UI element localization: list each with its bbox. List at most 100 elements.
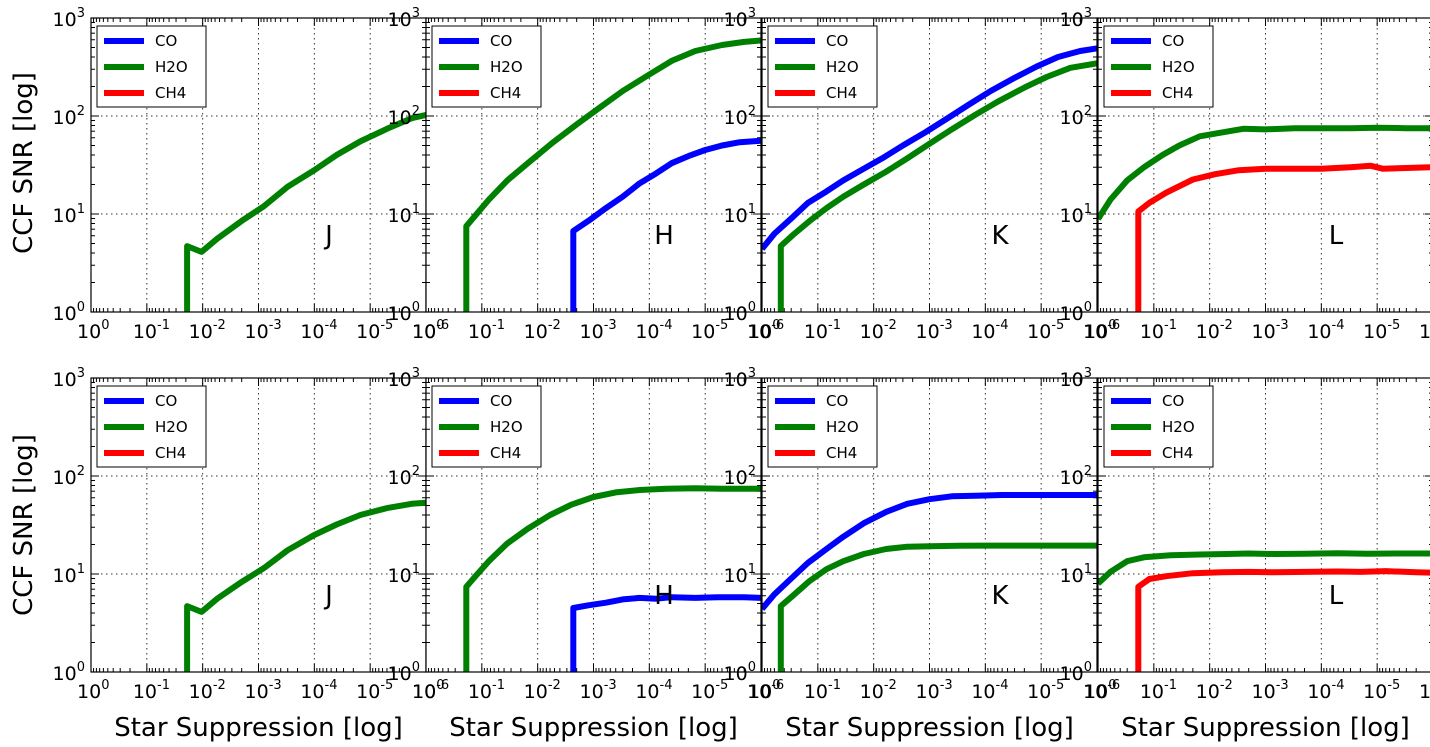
x-tick-label-base: 10 [1027,321,1051,343]
y-tick-base: 10 [724,107,748,129]
x-tick-label-base: 10 [916,681,940,703]
x-tick-label-base: 10 [1307,681,1331,703]
x-tick-label-exponent: -3 [604,678,617,693]
plot-frame [425,17,762,313]
y-tick-label: 103 [53,366,85,391]
series-line-h2o [1098,124,1430,221]
x-tick-label: 10-2 [860,318,897,343]
x-tick-label-base: 10 [1252,321,1276,343]
x-tick-label-exponent: -5 [1051,318,1064,333]
legend-label-co: CO [490,392,512,410]
x-tick-label-exponent: -1 [492,318,505,333]
y-tick-label: 102 [388,464,420,489]
x-tick-label-exponent: -5 [1051,678,1064,693]
y-tick-base: 10 [724,663,748,685]
y-tick-label: 101 [388,562,420,587]
legend-label-ch4: CH4 [1162,84,1193,102]
x-tick-label-exponent: -6 [436,318,449,333]
x-tick-label-exponent: -3 [604,318,617,333]
legend-label-h2o: H2O [826,58,859,76]
x-tick-label-base: 10 [804,321,828,343]
x-tick-label-base: 10 [860,321,884,343]
x-tick-label-exponent: -6 [771,318,784,333]
y-tick-exponent: 3 [1084,6,1092,21]
y-tick-label: 101 [1060,202,1092,227]
y-tick-base: 10 [724,467,748,489]
x-tick-label-exponent: -2 [548,318,561,333]
y-tick-base: 10 [388,467,412,489]
x-tick-label-base: 10 [1419,321,1430,343]
legend-label-ch4: CH4 [1162,444,1193,462]
x-tick-label-base: 10 [245,321,269,343]
x-tick-label-base: 10 [747,321,771,343]
x-tick-label-base: 10 [300,321,324,343]
x-tick-label: 10-1 [804,318,841,343]
x-tick-label-exponent: 0 [1108,678,1116,693]
x-tick-label-exponent: -6 [1107,678,1120,693]
y-tick-base: 10 [1060,663,1084,685]
y-tick-label: 103 [388,6,420,31]
x-tick-label-exponent: -1 [828,318,841,333]
x-tick-label-base: 10 [356,321,380,343]
x-tick-label: 10-2 [860,678,897,703]
x-tick-label-base: 10 [1083,321,1107,343]
y-tick-exponent: 1 [412,202,420,217]
y-tick-label: 102 [1060,104,1092,129]
x-tick-label-base: 10 [189,321,213,343]
legend: CO H2O CH4 [1103,25,1214,108]
x-tick-label-base: 10 [1196,321,1220,343]
y-tick-exponent: 0 [77,660,85,675]
y-tick-exponent: 0 [77,300,85,315]
x-tick-label-exponent: -5 [380,318,393,333]
x-tick-label-exponent: -2 [1220,318,1233,333]
band-label: K [991,581,1009,611]
x-tick-label-exponent: -1 [828,678,841,693]
x-tick-label-base: 10 [1307,321,1331,343]
legend-label-h2o: H2O [1162,58,1195,76]
x-tick-label-base: 10 [691,321,715,343]
x-tick-label-base: 10 [1419,681,1430,703]
legend: CO H2O CH4 [431,25,542,108]
y-tick-base: 10 [724,9,748,31]
y-tick-base: 10 [1060,9,1084,31]
x-tick-label: 10-4 [1307,318,1344,343]
x-tick-label: 10-3 [245,678,282,703]
grid-lines [91,378,426,672]
y-tick-base: 10 [53,303,77,325]
series-line-h2o [1098,550,1430,586]
x-tick-label: 10-6 [747,678,784,703]
y-tick-base: 10 [388,565,412,587]
y-tick-base: 10 [724,205,748,227]
x-tick-label: 100 [1084,318,1116,343]
legend-label-ch4: CH4 [155,444,186,462]
x-tick-label-exponent: 0 [436,678,444,693]
legend-label-h2o: H2O [155,58,188,76]
x-tick-label: 100 [77,318,109,343]
y-tick-label: 101 [724,562,756,587]
y-tick-label: 102 [53,104,85,129]
legend-label-h2o: H2O [490,58,523,76]
x-tick-label-exponent: -2 [548,678,561,693]
y-tick-label: 100 [388,660,420,685]
x-tick-label: 10-3 [245,318,282,343]
x-tick-label: 100 [748,318,780,343]
band-label: K [991,221,1009,251]
x-tick-label: 100 [1084,678,1116,703]
y-tick-exponent: 0 [748,660,756,675]
y-tick-label: 102 [1060,464,1092,489]
legend: CO H2O CH4 [96,25,207,108]
plot-frame [1097,17,1430,313]
series-line-co [570,137,761,312]
x-tick-label-exponent: 0 [772,678,780,693]
plot-frame [761,17,1098,313]
x-tick-label-exponent: -2 [213,678,226,693]
grid-lines [426,18,761,312]
y-tick-base: 10 [53,205,77,227]
x-tick-label-base: 10 [748,321,772,343]
x-tick-label-exponent: -3 [940,678,953,693]
y-tick-base: 10 [388,369,412,391]
